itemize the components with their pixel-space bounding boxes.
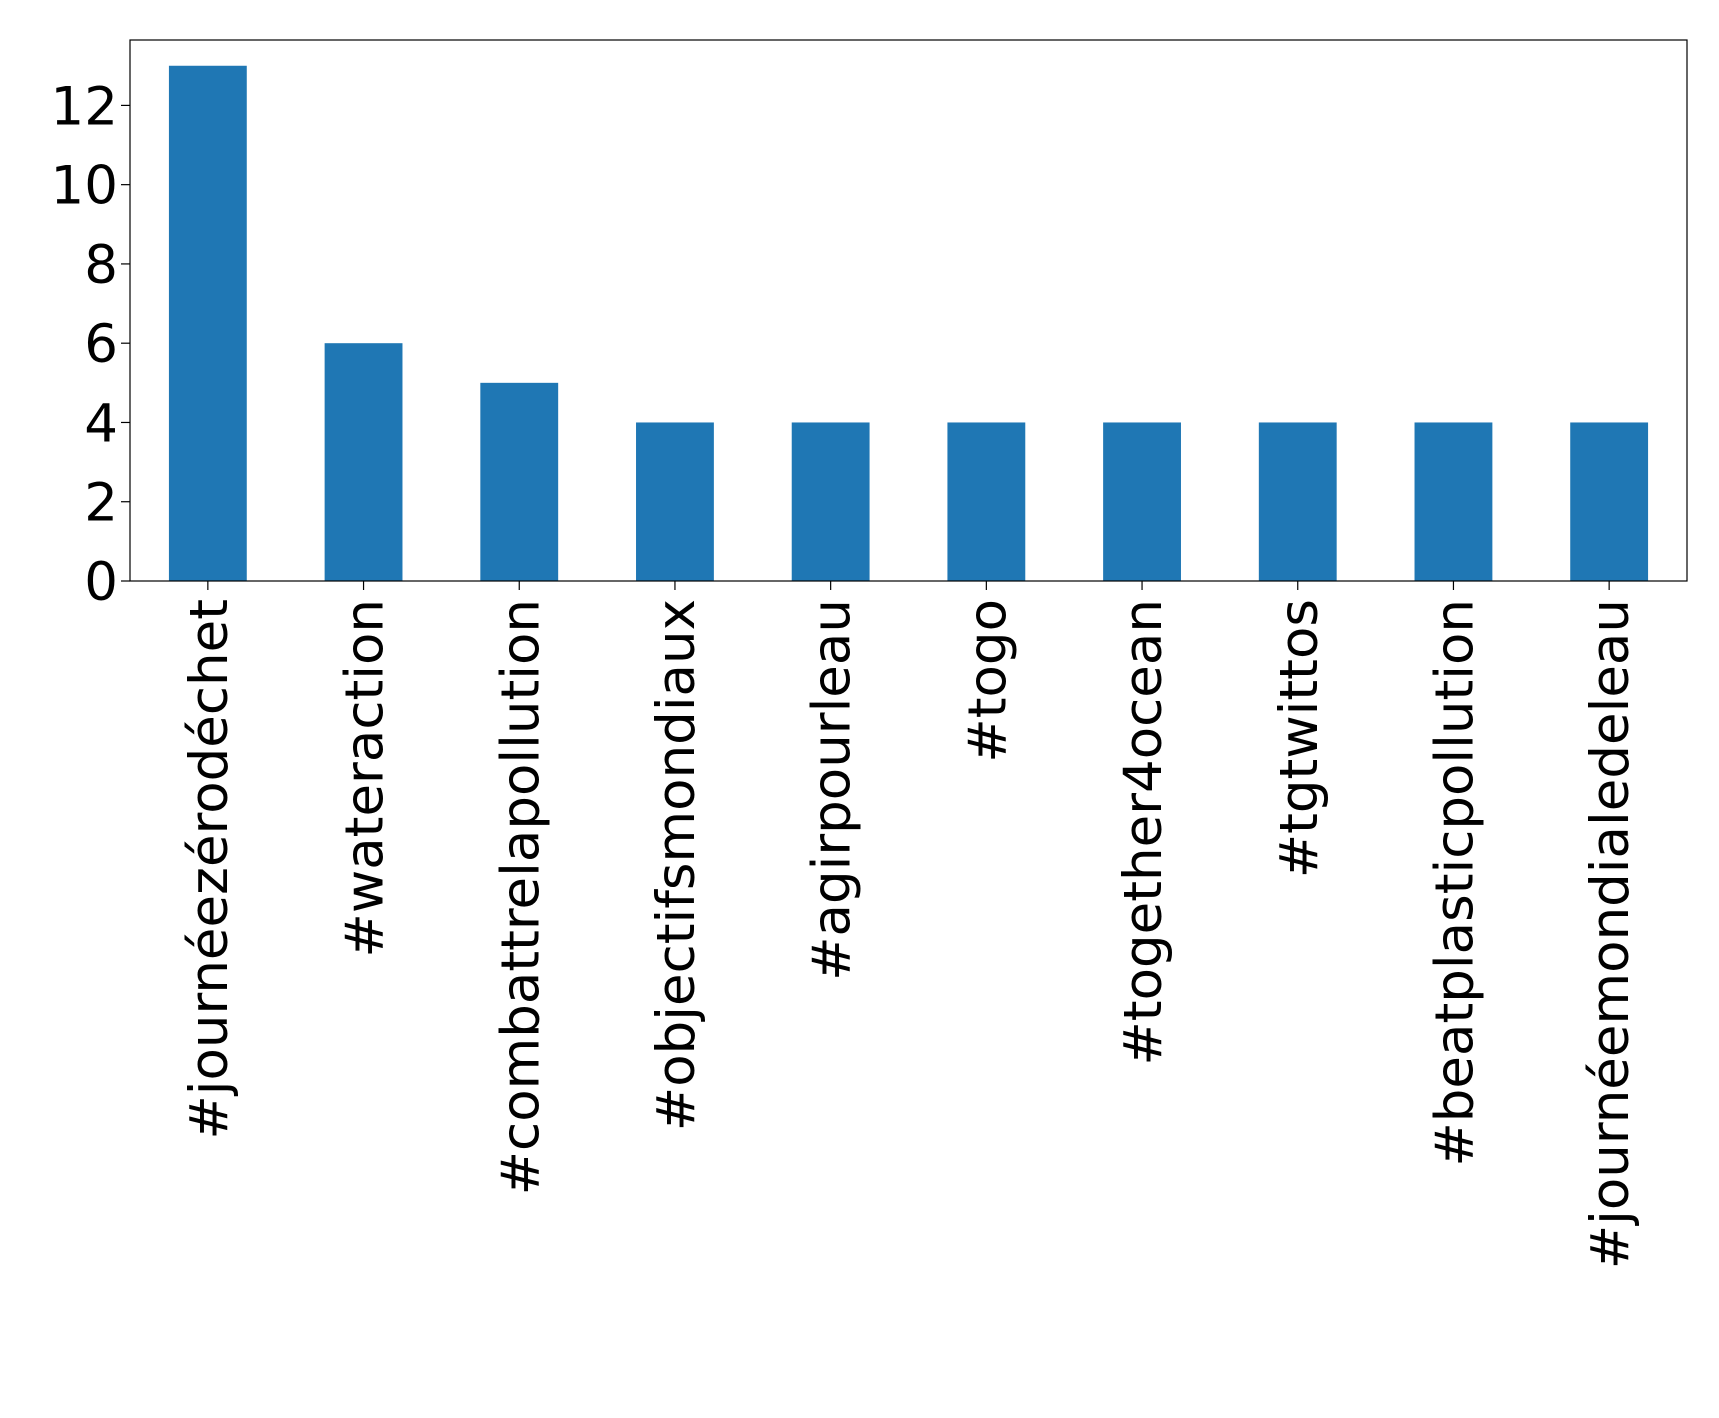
bar	[636, 422, 714, 581]
bar	[1414, 422, 1493, 581]
y-tick-label: 0	[84, 552, 118, 613]
y-tick-label: 6	[84, 314, 118, 375]
bar	[1258, 422, 1337, 581]
x-tick-label: #togo	[957, 599, 1018, 763]
plot-frame	[129, 39, 1688, 582]
bar	[168, 65, 247, 581]
y-tick-label: 8	[84, 235, 118, 296]
x-tick-label: #agirpourleau	[802, 599, 863, 981]
y-tick-label: 2	[84, 473, 118, 534]
x-tick-label: #tgtwittos	[1269, 599, 1330, 878]
bar	[947, 422, 1026, 581]
bar	[1570, 422, 1649, 581]
x-tick-label: #journéemondialedeleau	[1580, 599, 1641, 1269]
bar	[1103, 422, 1181, 581]
x-tick-label: #beatplasticpollution	[1424, 599, 1485, 1167]
y-tick-label: 12	[51, 76, 118, 137]
x-tick-label: #together4ocean	[1113, 599, 1174, 1066]
bar	[324, 343, 403, 581]
bar	[791, 422, 870, 581]
x-tick-label: #objectifsmondiaux	[646, 599, 707, 1131]
x-tick-label: #combattrelapollution	[490, 599, 551, 1195]
bar	[480, 382, 559, 581]
x-tick-label: #wateraction	[335, 599, 396, 958]
y-tick-label: 10	[51, 156, 118, 217]
y-tick-label: 4	[84, 393, 118, 454]
x-tick-label: #journéezérodéchet	[179, 599, 240, 1140]
